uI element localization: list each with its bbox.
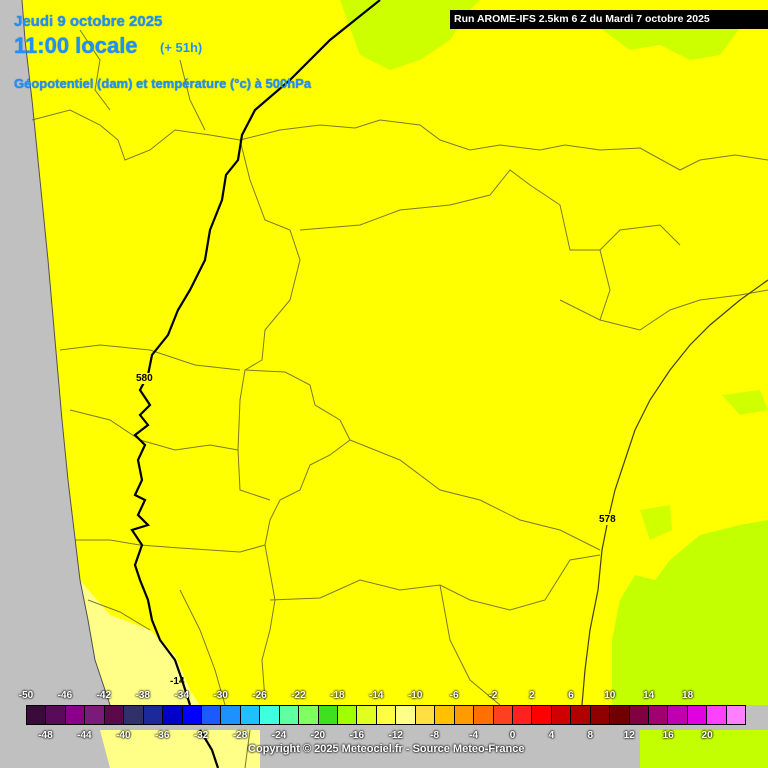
coastline: [21, 0, 111, 706]
scale-swatch: [357, 706, 377, 724]
scale-swatch: [571, 706, 591, 724]
forecast-date: Jeudi 9 octobre 2025: [14, 13, 163, 30]
isoline-label-578: 578: [598, 514, 617, 525]
scale-swatch: [376, 706, 397, 724]
scale-tick-label: 4: [548, 730, 555, 741]
scale-swatch: [610, 706, 630, 724]
scale-tick-label: -34: [174, 690, 189, 701]
scale-tick-label: -16: [349, 730, 365, 741]
scale-tick-label: 14: [643, 690, 655, 701]
scale-swatch: [124, 706, 144, 724]
scale-swatch: [260, 706, 280, 724]
scale-swatch: [240, 706, 261, 724]
scale-swatch: [201, 706, 222, 724]
scale-swatch: [590, 706, 611, 724]
scale-swatch: [668, 706, 688, 724]
forecast-hour: 11:00 locale: [14, 33, 138, 58]
scale-swatch: [687, 706, 708, 724]
scale-tick-label: 10: [604, 690, 616, 701]
scale-swatch: [532, 706, 552, 724]
scale-swatch: [27, 706, 47, 724]
isoline-580-bottom: [199, 729, 220, 768]
scale-swatch: [46, 706, 66, 724]
scale-tick-label: 20: [701, 730, 713, 741]
scale-tick-label: -28: [232, 730, 248, 741]
scale-tick-label: -10: [407, 690, 423, 701]
scale-tick-label: 16: [662, 730, 674, 741]
scale-tick-label: -44: [77, 730, 92, 741]
scale-swatch: [474, 706, 494, 724]
isoline-label-580: 580: [135, 373, 154, 384]
field-cold-zone-ne2: [600, 28, 740, 60]
scale-tick-label: -50: [18, 690, 34, 701]
copyright-notice: Copyright © 2025 Meteociel.fr - Source M…: [248, 743, 525, 755]
scale-tick-label: -14: [369, 690, 384, 701]
scale-swatch: [415, 706, 436, 724]
scale-swatch: [512, 706, 533, 724]
scale-tick-label: -48: [38, 730, 53, 741]
field-main: [22, 0, 768, 705]
scale-tick-label: -18: [330, 690, 345, 701]
scale-swatch: [85, 706, 105, 724]
field-cold-zone-e: [722, 390, 768, 415]
temperature-color-scale: [26, 705, 746, 725]
scale-swatch: [182, 706, 202, 724]
scale-tick-label: -20: [310, 730, 326, 741]
field-cold-zone-se2: [640, 505, 672, 540]
scale-swatch: [726, 706, 746, 724]
model-run-banner: Run AROME-IFS 2.5km 6 Z du Mardi 7 octob…: [450, 10, 768, 29]
field-cold-zone-bottom: [640, 730, 768, 768]
scale-tick-label: -22: [291, 690, 306, 701]
scale-tick-label: -2: [488, 690, 498, 701]
scale-tick-label: 8: [587, 730, 594, 741]
scale-tick-label: 18: [682, 690, 694, 701]
field-warm-zone: [80, 580, 200, 705]
field-warm-zone-bottom: [100, 730, 260, 768]
scale-tick-label: 6: [568, 690, 574, 701]
scale-tick-label: -26: [252, 690, 267, 701]
scale-swatch: [299, 706, 319, 724]
scale-swatch: [338, 706, 358, 724]
field-cold-zone-se: [612, 520, 768, 705]
field-cold-zone-ne: [340, 0, 480, 70]
isoline-580: [130, 0, 381, 706]
scale-swatch: [163, 706, 183, 724]
scale-swatch: [221, 706, 241, 724]
scale-swatch: [65, 706, 86, 724]
scale-tick-label: -46: [57, 690, 73, 701]
scale-swatch: [279, 706, 300, 724]
scale-swatch: [396, 706, 416, 724]
scale-tick-label: 2: [529, 690, 535, 701]
scale-swatch: [649, 706, 669, 724]
scale-swatch: [104, 706, 125, 724]
scale-tick-label: -42: [96, 690, 112, 701]
scale-swatch: [551, 706, 572, 724]
scale-tick-label: -24: [271, 730, 287, 741]
scale-tick-label: -30: [213, 690, 228, 701]
forecast-lead-time: (+ 51h): [160, 40, 203, 55]
scale-tick-label: -36: [154, 730, 170, 741]
scale-swatch: [435, 706, 455, 724]
scale-tick-label: -8: [430, 730, 440, 741]
river-line: [581, 279, 768, 706]
scale-tick-label: -6: [449, 690, 459, 701]
temperature-label: -14: [170, 676, 185, 687]
scale-swatch: [629, 706, 649, 724]
scale-tick-label: -32: [193, 730, 209, 741]
scale-tick-label: 12: [623, 730, 635, 741]
scale-swatch: [454, 706, 475, 724]
scale-tick-label: -4: [469, 730, 479, 741]
scale-tick-label: -40: [116, 730, 131, 741]
scale-tick-label: -38: [135, 690, 150, 701]
scale-swatch: [707, 706, 727, 724]
scale-swatch: [143, 706, 164, 724]
map-subtitle: Géopotentiel (dam) et température (°c) à…: [14, 76, 312, 91]
scale-tick-label: -12: [388, 730, 403, 741]
scale-tick-label: 0: [509, 730, 516, 741]
map-borders: [31, 29, 768, 768]
scale-swatch: [493, 706, 513, 724]
scale-swatch: [318, 706, 338, 724]
